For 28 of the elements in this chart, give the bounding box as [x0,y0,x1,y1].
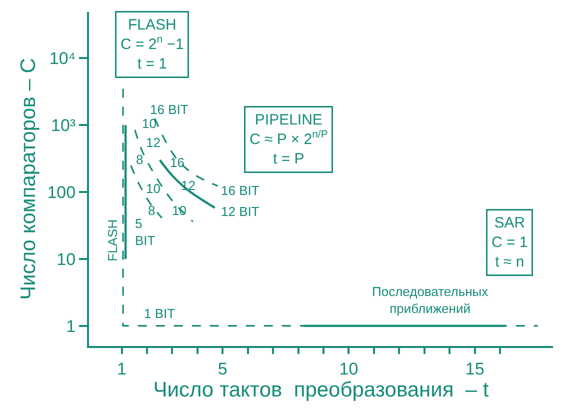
y-tick-label: 100 [47,182,76,202]
y-axis-title: Число компараторов – C [16,58,40,300]
annotation: 16 BIT [221,183,260,198]
x-tick-label: 10 [339,359,358,378]
y-tick-label: 10³ [51,116,76,136]
y-tick-label: 1 [66,316,76,336]
annotation: PIPELINE C ≈ P × 2$^{n/P}$ t = P [250,112,328,168]
annotation: 16 [170,155,184,170]
annotation: 12 BIT [221,204,260,219]
y-tick-label: 10 [56,250,76,269]
line-series [130,164,163,219]
x-axis-title: Число тактов преобразования – t [153,378,489,402]
annotation: FLASH [105,219,120,262]
x-tick-label: 5 [218,359,228,378]
annotation: 8 [136,152,144,167]
annotation: SAR C = 1 t ≈ n [492,214,528,270]
annotation: 5 BIT [135,216,156,248]
annotation: 8 [148,203,156,218]
annotation: Последовательных приближений [372,284,489,316]
annotation: FLASH C = 2$^{n}$ −1 t = 1 [120,16,184,72]
annotation: 10 [146,181,160,196]
x-tick-label: 1 [117,359,127,378]
annotation: 16 BIT [150,102,188,117]
annotation: 12 [146,135,160,150]
x-tick-label: 15 [465,359,484,378]
annotation: 10 [142,116,156,131]
annotation: 1 BIT [144,306,176,321]
y-tick-label: 10⁴ [49,49,76,68]
